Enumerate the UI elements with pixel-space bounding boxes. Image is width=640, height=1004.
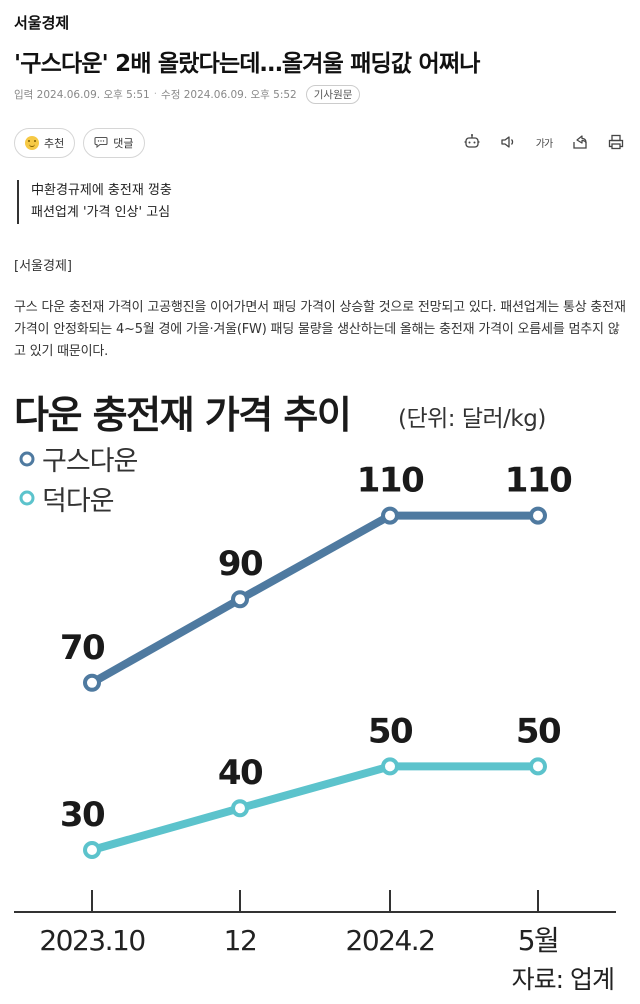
comment-button[interactable]: 댓글 xyxy=(83,128,145,158)
robot-icon xyxy=(464,134,480,148)
data-label: 50 xyxy=(368,711,413,751)
chart-source: 자료: 업계 xyxy=(512,965,614,994)
x-tick-label: 5월 xyxy=(518,924,559,957)
data-point xyxy=(529,757,547,776)
print-icon xyxy=(608,134,624,150)
legend-label-goose: 구스다운 xyxy=(42,446,138,477)
speaker-icon xyxy=(501,136,514,148)
modified-time: 수정 2024.06.09. 오후 5:52 xyxy=(161,88,297,101)
chart-canvas: 다운 충전재 가격 추이 (단위: 달러/kg) 구스다운 덕다운 70 90 11… xyxy=(14,393,616,994)
data-point xyxy=(231,799,249,818)
summary-line: 패션업계 '가격 인상' 고심 xyxy=(31,205,171,220)
series-line-0 xyxy=(90,511,538,687)
original-article-button[interactable]: 기사원문 xyxy=(305,84,361,104)
article-body: 구스 다운 충전재 가격이 고공행진을 이어가면서 패딩 가격이 상승할 것으로… xyxy=(14,300,626,359)
article-meta: 입력 2024.06.09. 오후 5:51 · 수정 2024.06.09. … xyxy=(14,84,361,104)
recommend-label: 추천 xyxy=(44,137,65,150)
legend-label-duck: 덕다운 xyxy=(42,486,114,517)
chart-unit: (단위: 달러/kg) xyxy=(398,406,546,432)
font-size-label: 가가 xyxy=(535,138,553,150)
summary-bot-button[interactable] xyxy=(462,132,482,152)
print-button[interactable] xyxy=(606,132,626,152)
data-point xyxy=(381,506,399,525)
data-label: 110 xyxy=(357,461,424,501)
data-point xyxy=(83,841,101,859)
article-summary: 中환경규제에 충전재 껑충 패션업계 '가격 인상' 고심 xyxy=(17,180,172,224)
data-label: 40 xyxy=(218,753,263,793)
meta-separator: · xyxy=(153,88,158,100)
smile-icon xyxy=(25,136,39,150)
listen-button[interactable] xyxy=(498,132,518,152)
speech-bubble-icon xyxy=(94,135,108,152)
data-label: 90 xyxy=(218,544,263,584)
share-icon xyxy=(573,135,587,149)
x-tick-label: 2024.2 xyxy=(346,924,435,957)
data-point xyxy=(231,590,249,609)
data-label: 70 xyxy=(60,628,105,668)
data-point xyxy=(381,757,399,776)
press-name[interactable]: 서울경제 xyxy=(14,14,70,32)
data-point xyxy=(529,506,547,525)
reaction-bar: 추천 댓글 xyxy=(14,128,145,158)
summary-line: 中환경규제에 충전재 껑충 xyxy=(31,183,172,198)
data-label: 50 xyxy=(516,711,561,751)
recommend-button[interactable]: 추천 xyxy=(14,128,76,158)
chart-title: 다운 충전재 가격 추이 xyxy=(14,393,350,437)
x-tick-label: 2023.10 xyxy=(39,924,144,957)
data-point xyxy=(83,673,101,692)
share-button[interactable] xyxy=(570,132,590,152)
published-time: 입력 2024.06.09. 오후 5:51 xyxy=(14,88,150,101)
data-label: 110 xyxy=(505,461,572,501)
article-headline: '구스다운' 2배 올랐다는데…올겨울 패딩값 어쩌나 xyxy=(14,51,480,77)
data-label: 30 xyxy=(60,795,105,835)
font-size-button[interactable]: 가가 xyxy=(534,132,554,152)
series-line-1 xyxy=(90,762,538,854)
price-trend-chart: 다운 충전재 가격 추이 (단위: 달러/kg) 구스다운 덕다운 70 90 11… xyxy=(0,380,640,1004)
legend-marker-goose xyxy=(19,451,35,467)
x-tick-label: 12 xyxy=(224,924,257,957)
comment-label: 댓글 xyxy=(113,137,134,150)
press-tag: [서울경제] xyxy=(14,259,72,274)
article-toolbar: 가가 xyxy=(462,132,626,152)
legend-marker-duck xyxy=(19,490,35,506)
